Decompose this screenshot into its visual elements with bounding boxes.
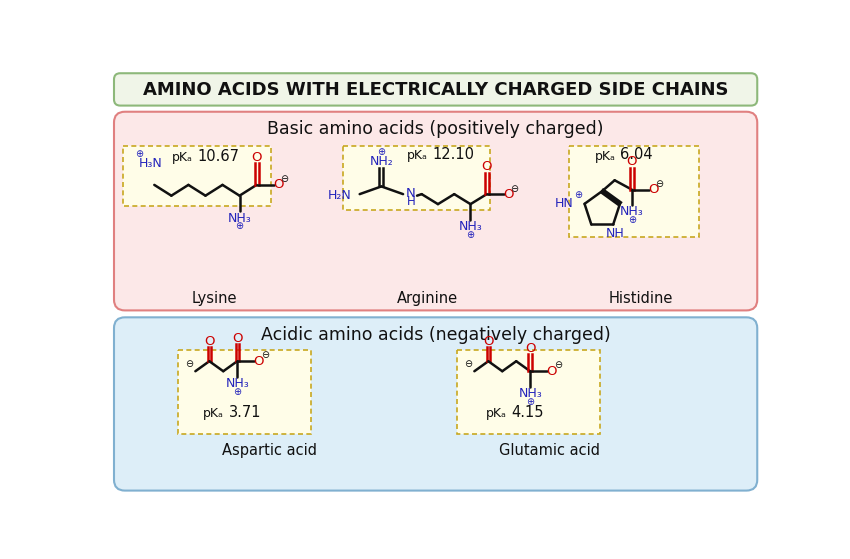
- Text: NH₃: NH₃: [518, 387, 542, 400]
- Text: ⊖: ⊖: [655, 179, 664, 189]
- Text: O: O: [232, 331, 242, 344]
- Text: NH₃: NH₃: [228, 211, 252, 225]
- Text: O: O: [204, 335, 214, 348]
- Text: ⊕: ⊕: [575, 191, 582, 200]
- Text: pKₐ: pKₐ: [203, 407, 224, 420]
- Text: O: O: [649, 183, 659, 196]
- Text: ⊕: ⊕: [377, 147, 385, 157]
- Text: 10.67: 10.67: [198, 149, 240, 164]
- Text: pKₐ: pKₐ: [594, 150, 615, 163]
- Text: O: O: [252, 151, 262, 164]
- Text: Aspartic acid: Aspartic acid: [222, 443, 316, 458]
- Text: 3.71: 3.71: [229, 405, 261, 420]
- Text: Arginine: Arginine: [397, 291, 458, 306]
- Text: O: O: [547, 364, 557, 378]
- Text: NH₃: NH₃: [459, 220, 482, 233]
- Text: AMINO ACIDS WITH ELECTRICALLY CHARGED SIDE CHAINS: AMINO ACIDS WITH ELECTRICALLY CHARGED SI…: [143, 81, 728, 99]
- Text: Acidic amino acids (negatively charged): Acidic amino acids (negatively charged): [261, 326, 610, 344]
- Bar: [178, 350, 311, 434]
- Text: pKₐ: pKₐ: [407, 149, 428, 162]
- Bar: [456, 350, 600, 434]
- Text: Glutamic acid: Glutamic acid: [499, 443, 600, 458]
- Text: O: O: [525, 342, 536, 354]
- Text: O: O: [481, 160, 492, 173]
- Text: H₂N: H₂N: [328, 189, 352, 202]
- Text: NH₃: NH₃: [620, 205, 643, 219]
- Bar: [343, 146, 490, 210]
- Text: ⊖: ⊖: [261, 350, 269, 360]
- Bar: [569, 146, 699, 237]
- Text: H₃N: H₃N: [139, 157, 162, 170]
- Text: ⊕: ⊕: [135, 149, 143, 159]
- Text: HN: HN: [555, 197, 574, 210]
- Text: NH₃: NH₃: [225, 377, 249, 390]
- Text: 4.15: 4.15: [512, 405, 544, 420]
- Text: ⊖: ⊖: [185, 358, 193, 368]
- Text: Basic amino acids (positively charged): Basic amino acids (positively charged): [268, 120, 604, 138]
- Text: ⊕: ⊕: [627, 215, 636, 225]
- FancyBboxPatch shape: [114, 73, 757, 106]
- Text: Lysine: Lysine: [192, 291, 237, 306]
- Bar: [123, 146, 270, 206]
- Text: pKₐ: pKₐ: [486, 407, 507, 420]
- Text: Histidine: Histidine: [609, 291, 673, 306]
- Text: O: O: [273, 178, 284, 191]
- FancyBboxPatch shape: [114, 318, 757, 491]
- Text: ⊖: ⊖: [511, 184, 518, 194]
- Text: ⊕: ⊕: [526, 397, 535, 407]
- Text: H: H: [406, 195, 415, 207]
- Text: 6.04: 6.04: [620, 148, 653, 162]
- Text: ⊖: ⊖: [554, 360, 562, 370]
- Text: O: O: [253, 355, 264, 368]
- Text: O: O: [483, 335, 494, 348]
- Text: ⊖: ⊖: [280, 174, 288, 184]
- Text: O: O: [626, 155, 637, 168]
- Text: ⊕: ⊕: [467, 230, 474, 240]
- Text: ⊕: ⊕: [235, 221, 244, 231]
- Text: NH₂: NH₂: [370, 154, 394, 168]
- Text: pKₐ: pKₐ: [172, 151, 193, 164]
- Text: NH: NH: [605, 227, 624, 240]
- Text: ⊖: ⊖: [464, 358, 473, 368]
- Text: ⊕: ⊕: [233, 387, 241, 397]
- Text: O: O: [503, 188, 513, 201]
- FancyBboxPatch shape: [114, 112, 757, 310]
- Text: N: N: [406, 187, 416, 200]
- Text: 12.10: 12.10: [433, 146, 474, 162]
